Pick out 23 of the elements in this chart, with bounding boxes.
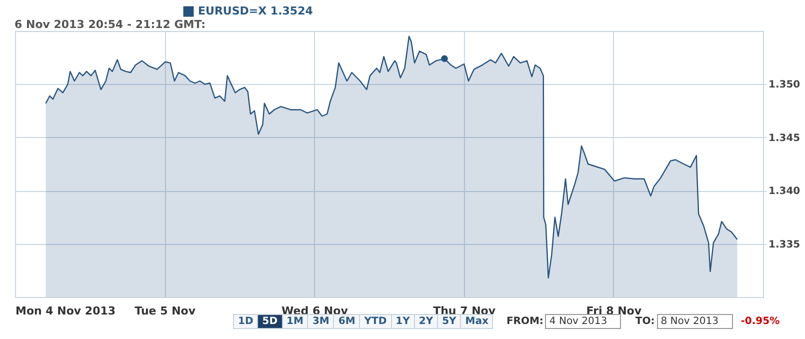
y-tick-label: 1.345 <box>768 132 800 144</box>
text: 5Y <box>437 314 462 329</box>
chart-title: 6 Nov 2013 20:54 - 21:12 GMT: <box>14 18 206 31</box>
x-tick-label: Mon 4 Nov 2013 <box>16 304 116 318</box>
text: FROM: <box>506 316 544 327</box>
text: 6M <box>333 314 360 329</box>
y-tick-label: 1.335 <box>768 239 800 250</box>
text: Max <box>460 314 494 329</box>
text: 2Y <box>418 316 434 327</box>
text: TO: <box>635 316 655 327</box>
text: 3M <box>307 314 334 329</box>
text: YTD <box>359 314 392 329</box>
y-tick-label: 1.340 <box>768 186 800 198</box>
legend-label: EURUSD=X 1.3524 <box>198 4 314 18</box>
text: 5D <box>257 314 283 329</box>
y-tick-label: 1.350 <box>768 80 800 91</box>
text: 1Y <box>390 314 415 329</box>
text: 8 Nov 2013 <box>656 314 733 329</box>
text: 1D <box>233 314 258 329</box>
text: 1M <box>282 314 308 329</box>
text: -0.95% <box>740 316 780 327</box>
text: 4 Nov 2013 <box>545 314 622 329</box>
x-tick-label: Tue 5 Nov <box>134 304 196 318</box>
